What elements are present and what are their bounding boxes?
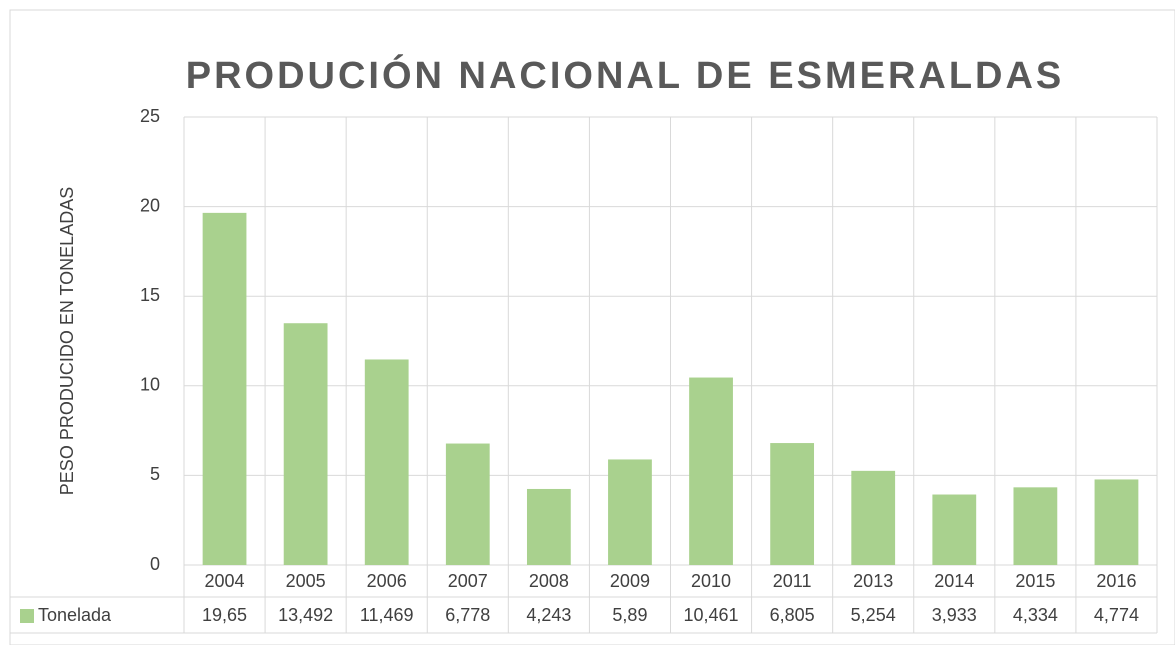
table-value: 6,805 [770,605,815,625]
y-tick-label: 25 [140,106,160,126]
table-value: 4,334 [1013,605,1058,625]
table-value: 5,254 [851,605,896,625]
y-tick-label: 20 [140,195,160,215]
chart-frame [9,9,1175,646]
table-value: 10,461 [684,605,739,625]
table-value: 3,933 [932,605,977,625]
legend-label: Tonelada [38,605,112,625]
bar [851,470,896,565]
table-value: 11,469 [360,605,414,625]
table-value: 4,774 [1094,605,1139,625]
x-tick-label: 2005 [286,571,326,591]
y-tick-label: 0 [150,554,160,574]
bar [202,212,247,565]
chart-title: PRODUCIÓN NACIONAL DE ESMERALDAS [186,53,1065,97]
table-value: 6,778 [445,605,490,625]
y-tick-label: 5 [150,464,160,484]
x-tick-label: 2008 [529,571,569,591]
x-tick-label: 2006 [367,571,407,591]
x-tick-label: 2009 [610,571,650,591]
legend-key [20,609,34,623]
x-tick-label: 2007 [448,571,488,591]
bar [608,459,652,565]
y-tick-label: 15 [140,285,160,305]
bar [526,488,571,565]
x-tick-label: 2004 [205,571,245,591]
bar [364,359,409,565]
x-tick-label: 2015 [1015,571,1055,591]
x-tick-label: 2011 [773,571,812,591]
x-tick-label: 2014 [934,571,974,591]
table-value: 19,65 [202,605,247,625]
bar [770,443,815,565]
bar [283,323,328,565]
bar [1013,487,1058,565]
y-tick-label: 10 [140,375,160,395]
table-value: 5,89 [612,605,647,625]
x-tick-label: 2016 [1096,571,1136,591]
bar [932,494,977,565]
x-tick-label: 2010 [691,571,731,591]
x-tick-label: 2013 [853,571,893,591]
y-axis-label: PESO PRODUCIDO EN TONELADAS [57,187,77,495]
bar [689,377,733,565]
table-value: 13,492 [278,605,333,625]
bar [1094,479,1139,565]
bar [445,443,490,565]
table-value: 4,243 [526,605,571,625]
